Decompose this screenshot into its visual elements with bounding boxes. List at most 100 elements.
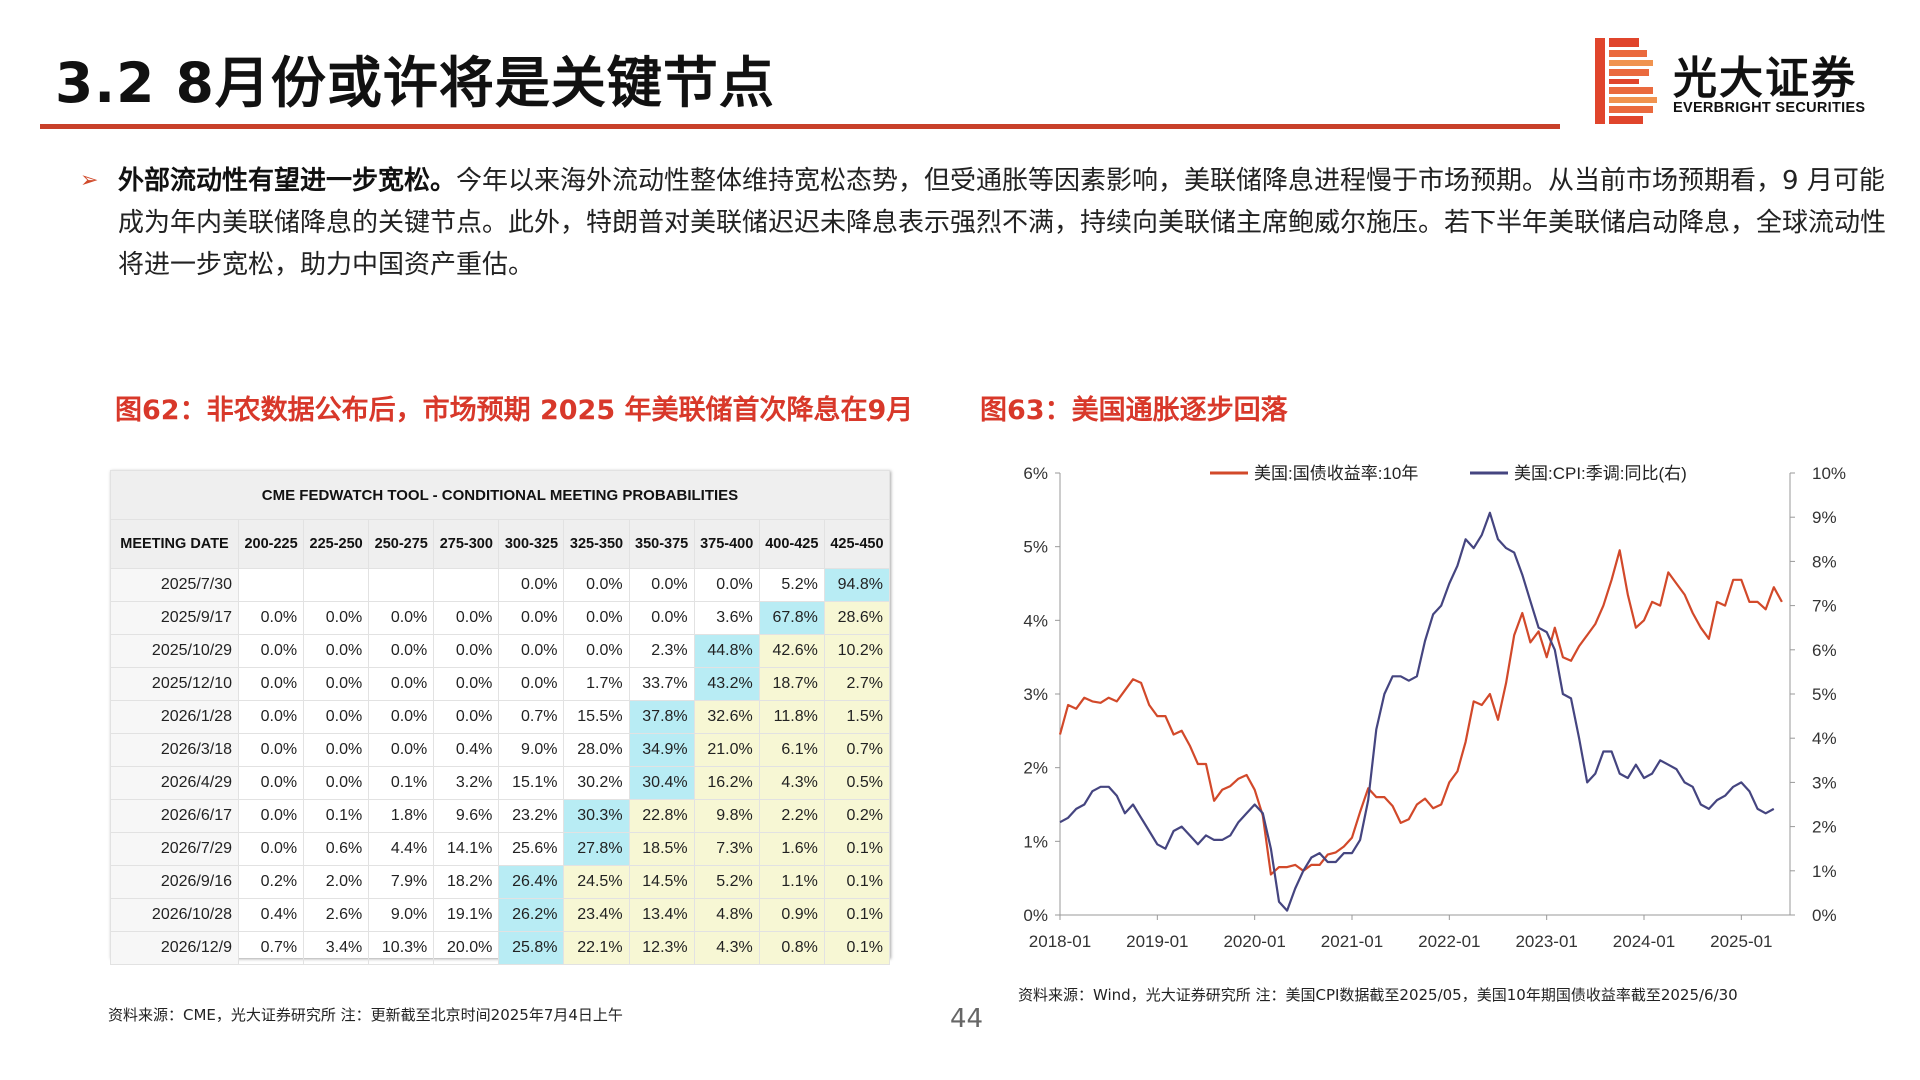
header-meeting-date: MEETING DATE bbox=[110, 519, 239, 569]
probability-cell: 19.1% bbox=[433, 898, 500, 932]
probability-cell: 4.3% bbox=[758, 766, 825, 800]
page-title: 3.2 8月份或许将是关键节点 bbox=[55, 51, 775, 115]
probability-cell: 0.0% bbox=[498, 667, 565, 701]
figure-63-source: 资料来源：Wind，光大证券研究所 注：美国CPI数据截至2025/05，美国1… bbox=[1018, 986, 1738, 1004]
probability-cell: 1.7% bbox=[563, 667, 630, 701]
probability-cell: 0.0% bbox=[498, 634, 565, 668]
probability-cell: 22.8% bbox=[628, 799, 695, 833]
probability-cell: 11.8% bbox=[758, 700, 825, 734]
table-row: 2026/6/17 0.0% 0.1% 1.8% 9.6% 23.2% 30.3% 22.8%… bbox=[110, 799, 891, 833]
probability-cell: 1.6% bbox=[758, 832, 825, 866]
probability-cell: 0.0% bbox=[498, 601, 565, 635]
title-divider bbox=[40, 124, 1560, 129]
x-axis-tick-label: 2020-01 bbox=[1223, 932, 1285, 951]
probability-cell: 94.8% bbox=[823, 568, 891, 602]
logo-english-name: EVERBRIGHT SECURITIES bbox=[1673, 100, 1866, 116]
probability-cell: 0.0% bbox=[433, 667, 500, 701]
meeting-date-cell: 2026/12/9 bbox=[110, 931, 239, 965]
probability-cell: 2.7% bbox=[823, 667, 891, 701]
probability-cell: 13.4% bbox=[628, 898, 695, 932]
probability-cell: 24.5% bbox=[563, 865, 630, 899]
header-rate-range: 300-325 bbox=[498, 519, 565, 569]
probability-cell: 4.3% bbox=[693, 931, 760, 965]
table-row: 2026/7/29 0.0% 0.6% 4.4% 14.1% 25.6% 27.8% 18.5… bbox=[110, 832, 891, 866]
table-caption: CME FEDWATCH TOOL - CONDITIONAL MEETING … bbox=[110, 470, 890, 520]
header-rate-range: 350-375 bbox=[628, 519, 695, 569]
probability-cell: 30.4% bbox=[628, 766, 695, 800]
table-row: 2026/4/29 0.0% 0.0% 0.1% 3.2% 15.1% 30.2% 30.4%… bbox=[110, 766, 891, 800]
probability-cell: 0.0% bbox=[498, 568, 565, 602]
meeting-date-cell: 2025/9/17 bbox=[110, 601, 239, 635]
right-axis-tick-label: 3% bbox=[1812, 773, 1837, 792]
probability-cell: 10.2% bbox=[823, 634, 891, 668]
table-body: 2025/7/30 0.0% 0.0% 0.0% 0.0% 5.2% 94.8% 2025/9… bbox=[110, 568, 891, 965]
left-axis-tick-label: 4% bbox=[1023, 611, 1048, 630]
probability-cell: 18.5% bbox=[628, 832, 695, 866]
probability-cell: 16.2% bbox=[693, 766, 760, 800]
probability-cell: 9.0% bbox=[498, 733, 565, 767]
probability-cell: 15.5% bbox=[563, 700, 630, 734]
probability-cell: 30.3% bbox=[563, 799, 630, 833]
table-row: 2026/3/18 0.0% 0.0% 0.0% 0.4% 9.0% 28.0% 34.9% 2… bbox=[110, 733, 891, 767]
key-point-heading: 外部流动性有望进一步宽松。 bbox=[118, 166, 457, 196]
probability-cell: 1.8% bbox=[368, 799, 435, 833]
probability-cell: 20.0% bbox=[433, 931, 500, 965]
probability-cell: 0.7% bbox=[823, 733, 891, 767]
series-cpi-line bbox=[1059, 511, 1775, 912]
probability-cell: 0.0% bbox=[303, 700, 370, 734]
probability-cell: 23.4% bbox=[563, 898, 630, 932]
probability-cell: 0.0% bbox=[628, 568, 695, 602]
right-axis-tick-label: 2% bbox=[1812, 818, 1837, 837]
probability-cell: 0.0% bbox=[237, 601, 305, 635]
probability-cell: 18.7% bbox=[758, 667, 825, 701]
probability-cell: 67.8% bbox=[758, 601, 825, 635]
right-axis-tick-label: 9% bbox=[1812, 508, 1837, 527]
probability-cell: 0.0% bbox=[237, 799, 305, 833]
right-axis-tick-label: 6% bbox=[1812, 641, 1837, 660]
probability-cell bbox=[368, 568, 435, 602]
probability-cell: 28.0% bbox=[563, 733, 630, 767]
probability-cell: 7.9% bbox=[368, 865, 435, 899]
header-rate-range: 225-250 bbox=[303, 519, 370, 569]
probability-cell: 0.9% bbox=[758, 898, 825, 932]
x-axis-tick-label: 2025-01 bbox=[1710, 932, 1772, 951]
meeting-date-cell: 2026/1/28 bbox=[110, 700, 239, 734]
table-row: 2026/1/28 0.0% 0.0% 0.0% 0.0% 0.7% 15.5% 37.8% 3… bbox=[110, 700, 891, 734]
probability-cell: 22.1% bbox=[563, 931, 630, 965]
probability-cell: 14.1% bbox=[433, 832, 500, 866]
probability-cell bbox=[237, 568, 305, 602]
probability-cell: 0.8% bbox=[758, 931, 825, 965]
probability-cell: 0.0% bbox=[563, 634, 630, 668]
probability-cell bbox=[303, 568, 370, 602]
probability-cell: 4.4% bbox=[368, 832, 435, 866]
probability-cell: 0.0% bbox=[628, 601, 695, 635]
probability-cell: 18.2% bbox=[433, 865, 500, 899]
probability-cell: 1.1% bbox=[758, 865, 825, 899]
table-row: 2025/9/17 0.0% 0.0% 0.0% 0.0% 0.0% 0.0% 0.0% 3.6… bbox=[110, 601, 891, 635]
meeting-date-cell: 2026/3/18 bbox=[110, 733, 239, 767]
probability-cell: 0.0% bbox=[303, 667, 370, 701]
probability-cell: 0.0% bbox=[368, 667, 435, 701]
probability-cell: 0.0% bbox=[368, 601, 435, 635]
logo-chinese-name: 光大证券 bbox=[1673, 53, 1857, 104]
right-axis-tick-label: 4% bbox=[1812, 729, 1837, 748]
probability-cell: 27.8% bbox=[563, 832, 630, 866]
probability-cell: 0.0% bbox=[303, 601, 370, 635]
header-rate-range: 425-450 bbox=[823, 519, 891, 569]
probability-cell: 0.0% bbox=[237, 832, 305, 866]
probability-cell: 0.0% bbox=[368, 700, 435, 734]
probability-cell: 5.2% bbox=[758, 568, 825, 602]
probability-cell: 0.6% bbox=[303, 832, 370, 866]
probability-cell: 28.6% bbox=[823, 601, 891, 635]
x-axis-tick-label: 2018-01 bbox=[1029, 932, 1091, 951]
left-axis-tick-label: 5% bbox=[1023, 538, 1048, 557]
probability-cell: 9.0% bbox=[368, 898, 435, 932]
probability-cell: 0.1% bbox=[368, 766, 435, 800]
probability-cell: 4.8% bbox=[693, 898, 760, 932]
probability-cell: 2.2% bbox=[758, 799, 825, 833]
bullet-arrow-icon: ➢ bbox=[80, 168, 99, 193]
meeting-date-cell: 2026/7/29 bbox=[110, 832, 239, 866]
probability-cell: 34.9% bbox=[628, 733, 695, 767]
probability-cell: 25.6% bbox=[498, 832, 565, 866]
figure-62-title: 图62：非农数据公布后，市场预期 2025 年美联储首次降息在9月 bbox=[115, 395, 914, 426]
